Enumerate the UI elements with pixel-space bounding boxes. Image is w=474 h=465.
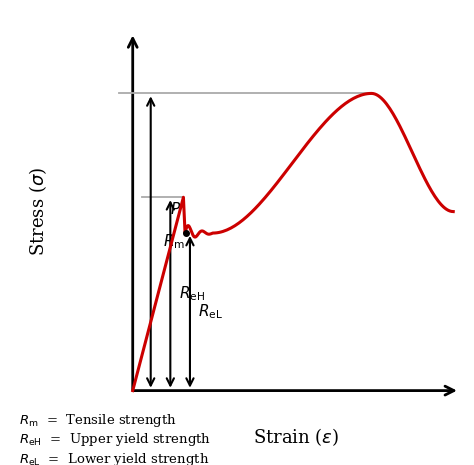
Text: $P$: $P$ [171,201,182,217]
Text: $R_\mathrm{m}$  =  Tensile strength: $R_\mathrm{m}$ = Tensile strength [19,412,177,429]
Text: $R_\mathrm{eH}$  =  Upper yield strength: $R_\mathrm{eH}$ = Upper yield strength [19,431,211,448]
Text: Strain ($\varepsilon$): Strain ($\varepsilon$) [253,426,339,448]
Text: $R_\mathrm{eL}$  =  Lower yield strength: $R_\mathrm{eL}$ = Lower yield strength [19,451,209,465]
Text: $R_\mathrm{m}$: $R_\mathrm{m}$ [163,232,185,252]
Text: $R_\mathrm{eH}$: $R_\mathrm{eH}$ [179,285,205,303]
Text: Stress ($\sigma$): Stress ($\sigma$) [27,167,49,256]
Text: $R_\mathrm{eL}$: $R_\mathrm{eL}$ [199,302,223,321]
